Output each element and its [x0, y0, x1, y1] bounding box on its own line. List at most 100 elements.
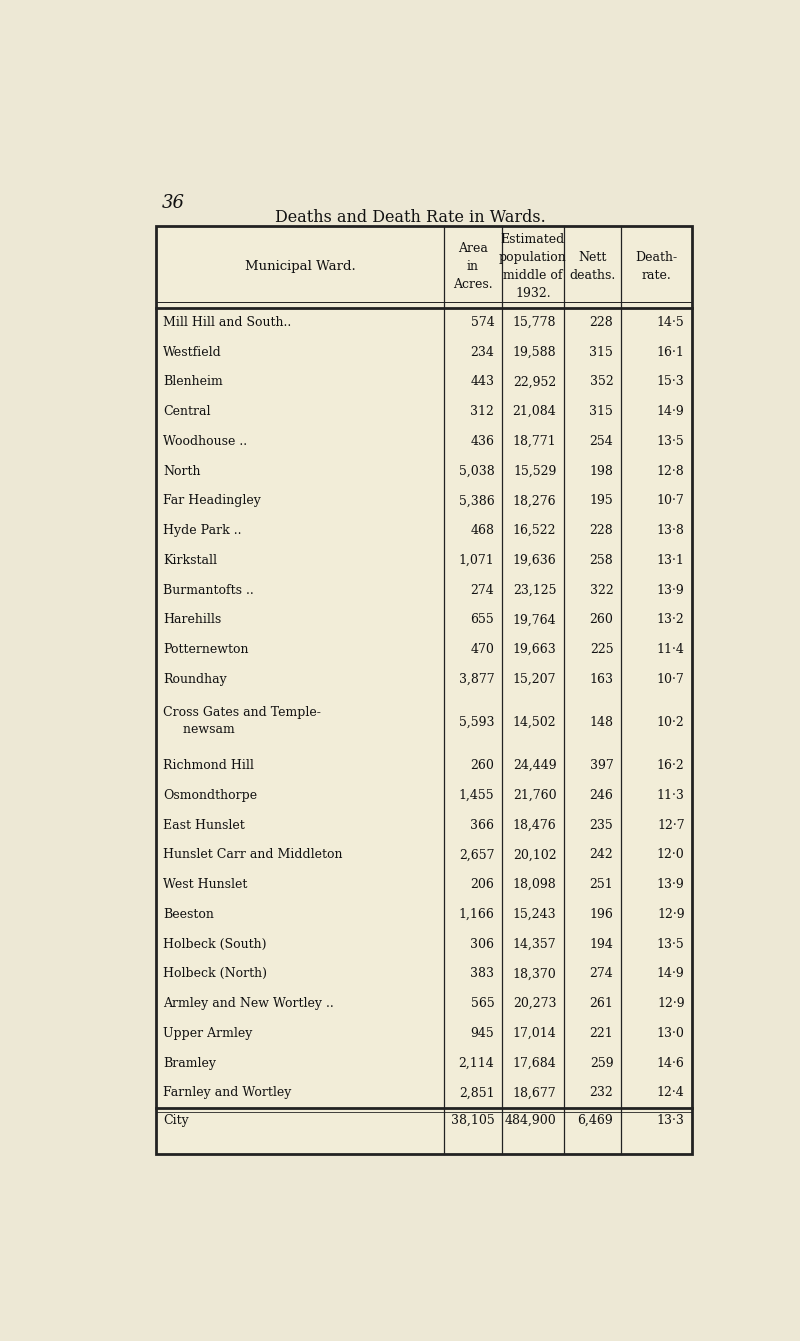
Text: Nett
deaths.: Nett deaths.: [569, 251, 615, 282]
Text: Farnley and Wortley: Farnley and Wortley: [163, 1086, 292, 1100]
Text: 15,207: 15,207: [513, 673, 556, 685]
Text: Westfield: Westfield: [163, 346, 222, 358]
Text: Roundhay: Roundhay: [163, 673, 227, 685]
Text: 36: 36: [162, 194, 185, 212]
Text: 18,370: 18,370: [513, 967, 556, 980]
Text: 251: 251: [590, 878, 614, 892]
Text: 484,900: 484,900: [505, 1114, 556, 1128]
Text: 260: 260: [590, 613, 614, 626]
Text: 10·2: 10·2: [657, 716, 685, 730]
Text: 10·7: 10·7: [657, 495, 685, 507]
Text: 228: 228: [590, 524, 614, 538]
Text: 16·2: 16·2: [657, 759, 685, 772]
Text: 21,760: 21,760: [513, 789, 556, 802]
Text: Burmantofts ..: Burmantofts ..: [163, 583, 254, 597]
Text: 198: 198: [590, 465, 614, 477]
Text: 38,105: 38,105: [450, 1114, 494, 1128]
Text: 13·0: 13·0: [657, 1027, 685, 1039]
Text: Death-
rate.: Death- rate.: [635, 251, 678, 282]
Text: 13·2: 13·2: [657, 613, 685, 626]
Text: 261: 261: [590, 998, 614, 1010]
Text: 315: 315: [590, 346, 614, 358]
Text: 3,877: 3,877: [458, 673, 494, 685]
Text: City: City: [163, 1114, 189, 1128]
Text: 19,636: 19,636: [513, 554, 556, 567]
Text: Far Headingley: Far Headingley: [163, 495, 261, 507]
Text: newsam: newsam: [171, 723, 235, 736]
Text: 225: 225: [590, 644, 614, 656]
Text: 206: 206: [470, 878, 494, 892]
Text: 254: 254: [590, 434, 614, 448]
Text: 12·8: 12·8: [657, 465, 685, 477]
Text: 246: 246: [590, 789, 614, 802]
Text: Estimated
population
middle of
1932.: Estimated population middle of 1932.: [499, 233, 566, 300]
Text: 10·7: 10·7: [657, 673, 685, 685]
Text: 14·5: 14·5: [657, 316, 685, 329]
Text: 655: 655: [470, 613, 494, 626]
Text: 2,851: 2,851: [458, 1086, 494, 1100]
Text: 163: 163: [590, 673, 614, 685]
Text: Holbeck (North): Holbeck (North): [163, 967, 267, 980]
Text: Municipal Ward.: Municipal Ward.: [245, 260, 355, 274]
Text: Holbeck (South): Holbeck (South): [163, 937, 266, 951]
Text: 14,502: 14,502: [513, 716, 556, 730]
Text: 2,114: 2,114: [458, 1057, 494, 1070]
Text: 196: 196: [590, 908, 614, 921]
Text: Harehills: Harehills: [163, 613, 222, 626]
Text: 352: 352: [590, 375, 614, 389]
Text: Bramley: Bramley: [163, 1057, 216, 1070]
Text: 2,657: 2,657: [459, 849, 494, 861]
Text: 23,125: 23,125: [513, 583, 556, 597]
Text: 11·4: 11·4: [657, 644, 685, 656]
Text: 13·1: 13·1: [657, 554, 685, 567]
Text: 574: 574: [470, 316, 494, 329]
Text: Beeston: Beeston: [163, 908, 214, 921]
Text: Woodhouse ..: Woodhouse ..: [163, 434, 247, 448]
Text: 232: 232: [590, 1086, 614, 1100]
Text: 22,952: 22,952: [513, 375, 556, 389]
Text: 20,273: 20,273: [513, 998, 556, 1010]
Text: 21,084: 21,084: [513, 405, 556, 418]
Text: 18,098: 18,098: [513, 878, 556, 892]
Text: 228: 228: [590, 316, 614, 329]
Text: 19,663: 19,663: [513, 644, 556, 656]
Text: 1,166: 1,166: [458, 908, 494, 921]
Text: 242: 242: [590, 849, 614, 861]
Text: 260: 260: [470, 759, 494, 772]
Text: 443: 443: [470, 375, 494, 389]
Text: Armley and New Wortley ..: Armley and New Wortley ..: [163, 998, 334, 1010]
Text: 12·0: 12·0: [657, 849, 685, 861]
Text: Mill Hill and South..: Mill Hill and South..: [163, 316, 291, 329]
Text: 221: 221: [590, 1027, 614, 1039]
Text: Hyde Park ..: Hyde Park ..: [163, 524, 242, 538]
Text: 274: 274: [590, 967, 614, 980]
Text: 1,455: 1,455: [458, 789, 494, 802]
Text: 13·3: 13·3: [657, 1114, 685, 1128]
Text: 16·1: 16·1: [657, 346, 685, 358]
Text: 15,243: 15,243: [513, 908, 556, 921]
Text: Potternewton: Potternewton: [163, 644, 249, 656]
Text: 15·3: 15·3: [657, 375, 685, 389]
Text: Deaths and Death Rate in Wards.: Deaths and Death Rate in Wards.: [274, 209, 546, 227]
Text: 6,469: 6,469: [578, 1114, 614, 1128]
Text: 5,386: 5,386: [458, 495, 494, 507]
Text: Kirkstall: Kirkstall: [163, 554, 218, 567]
Text: 234: 234: [470, 346, 494, 358]
Text: 11·3: 11·3: [657, 789, 685, 802]
Text: 17,014: 17,014: [513, 1027, 556, 1039]
Text: Cross Gates and Temple-: Cross Gates and Temple-: [163, 705, 321, 719]
Text: Central: Central: [163, 405, 210, 418]
Text: 13·9: 13·9: [657, 583, 685, 597]
Text: Upper Armley: Upper Armley: [163, 1027, 253, 1039]
Text: 15,778: 15,778: [513, 316, 556, 329]
Text: 12·9: 12·9: [657, 998, 685, 1010]
Text: Hunslet Carr and Middleton: Hunslet Carr and Middleton: [163, 849, 342, 861]
Text: 397: 397: [590, 759, 614, 772]
Text: 18,476: 18,476: [513, 818, 556, 831]
Text: 14,357: 14,357: [513, 937, 556, 951]
Text: 436: 436: [470, 434, 494, 448]
Text: 195: 195: [590, 495, 614, 507]
Text: 19,588: 19,588: [513, 346, 556, 358]
Text: Richmond Hill: Richmond Hill: [163, 759, 254, 772]
Text: 20,102: 20,102: [513, 849, 556, 861]
